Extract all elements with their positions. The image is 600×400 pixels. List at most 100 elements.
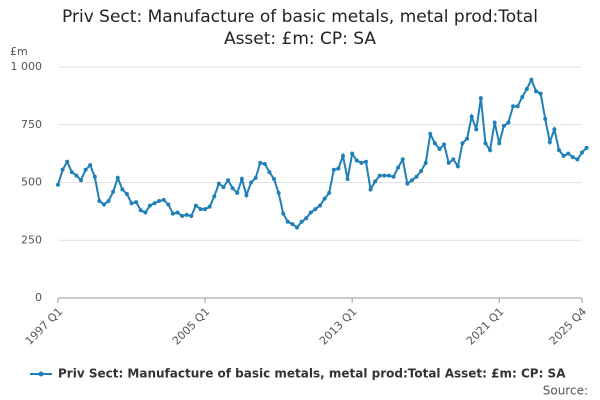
- data-point: [221, 185, 226, 190]
- data-point: [299, 219, 304, 224]
- data-point: [382, 173, 387, 178]
- data-point: [78, 178, 83, 183]
- data-point: [451, 157, 456, 162]
- data-point: [497, 141, 502, 146]
- data-point: [134, 200, 139, 205]
- data-point: [239, 177, 244, 182]
- legend-marker: [38, 371, 44, 377]
- data-point: [258, 160, 263, 165]
- data-point: [419, 168, 424, 173]
- data-point: [226, 178, 231, 183]
- data-point: [511, 104, 516, 109]
- data-point: [184, 212, 189, 217]
- data-point: [557, 148, 562, 153]
- data-point: [203, 207, 208, 212]
- data-point: [304, 216, 309, 221]
- x-tick-label: 2013 Q1: [317, 305, 360, 348]
- data-point: [584, 145, 589, 150]
- data-point: [501, 123, 506, 128]
- data-point: [262, 162, 267, 167]
- data-point: [327, 190, 332, 195]
- data-point: [106, 198, 111, 203]
- data-point: [566, 151, 571, 156]
- data-point: [455, 164, 460, 169]
- chart-title: Priv Sect: Manufacture of basic metals, …: [62, 7, 538, 49]
- data-point: [92, 174, 97, 179]
- data-point: [101, 202, 106, 207]
- data-point: [281, 211, 286, 216]
- data-point: [88, 163, 93, 168]
- data-point: [474, 127, 479, 132]
- data-point: [575, 157, 580, 162]
- data-point: [235, 190, 240, 195]
- data-point: [391, 174, 396, 179]
- data-point: [400, 157, 405, 162]
- data-point: [290, 222, 295, 227]
- data-point: [166, 202, 171, 207]
- data-point: [120, 187, 125, 192]
- data-point: [359, 160, 364, 165]
- data-point: [363, 159, 368, 164]
- data-point: [340, 153, 345, 158]
- data-point: [83, 167, 88, 172]
- data-point: [437, 147, 442, 152]
- data-point: [189, 213, 194, 218]
- data-point: [276, 190, 281, 195]
- y-axis-label: £m: [10, 45, 28, 58]
- x-tick-label: 1997 Q1: [23, 305, 66, 348]
- data-point: [170, 211, 175, 216]
- data-point: [313, 207, 318, 212]
- data-point: [465, 136, 470, 141]
- y-tick-label: 1 000: [11, 60, 43, 73]
- y-tick-label: 750: [21, 118, 42, 131]
- data-point: [124, 192, 129, 197]
- data-point: [515, 104, 520, 109]
- data-point: [442, 142, 447, 147]
- y-tick-label: 500: [21, 176, 42, 189]
- data-point: [161, 197, 166, 202]
- data-point: [60, 167, 65, 172]
- data-point: [469, 114, 474, 119]
- data-point: [524, 86, 529, 91]
- data-point: [253, 175, 258, 180]
- data-point: [354, 158, 359, 163]
- data-point: [428, 131, 433, 136]
- data-point: [295, 225, 300, 230]
- data-point: [285, 219, 290, 224]
- data-point: [520, 95, 525, 100]
- data-point: [175, 210, 180, 215]
- data-point: [368, 187, 373, 192]
- data-point: [115, 175, 120, 180]
- data-point: [423, 160, 428, 165]
- data-point: [129, 201, 134, 206]
- data-point: [308, 210, 313, 215]
- data-point: [152, 201, 157, 206]
- source: Source:: [543, 384, 588, 398]
- data-point: [331, 167, 336, 172]
- data-point: [143, 210, 148, 215]
- data-point: [193, 203, 198, 208]
- y-tick-label: 0: [35, 291, 42, 304]
- data-point: [492, 120, 497, 125]
- data-point: [267, 170, 272, 175]
- data-point: [56, 182, 60, 187]
- data-point: [409, 178, 414, 183]
- x-tick-label: 2021 Q1: [464, 305, 507, 348]
- data-point: [157, 198, 162, 203]
- x-tick-label: 2005 Q1: [170, 305, 213, 348]
- data-point: [543, 116, 548, 121]
- data-point: [373, 179, 378, 184]
- x-tick-label: 2025 Q4: [547, 305, 590, 348]
- data-point: [552, 127, 557, 132]
- data-point: [74, 173, 79, 178]
- y-tick-label: 250: [21, 233, 42, 246]
- data-point: [460, 141, 465, 146]
- data-point: [65, 159, 70, 164]
- legend-label: Priv Sect: Manufacture of basic metals, …: [58, 367, 566, 381]
- data-point: [198, 207, 203, 212]
- data-point: [212, 194, 217, 199]
- data-point: [483, 141, 488, 146]
- data-point: [561, 153, 566, 158]
